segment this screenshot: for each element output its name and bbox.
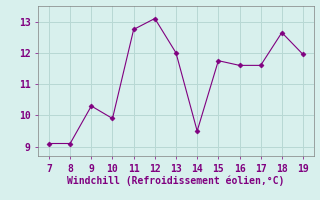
X-axis label: Windchill (Refroidissement éolien,°C): Windchill (Refroidissement éolien,°C) bbox=[67, 175, 285, 186]
